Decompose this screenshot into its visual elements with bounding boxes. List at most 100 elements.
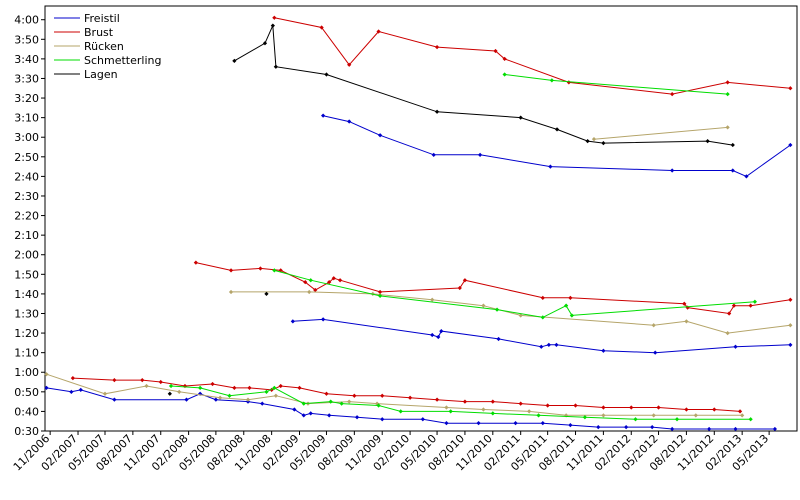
- axes: 0:30 0:40 0:50 1:00 1:10 1:20 1:30 1:40 1:50 2:00…: [11, 5, 798, 473]
- y-tick-label: 0:30: [14, 425, 39, 438]
- data-point: [502, 72, 507, 77]
- legend-label: Schmetterling: [84, 54, 161, 67]
- data-point: [272, 268, 277, 273]
- data-point: [444, 405, 449, 410]
- series-line: [234, 25, 733, 146]
- legend-label: Freistil: [84, 12, 120, 25]
- data-point: [788, 142, 793, 148]
- data-point: [462, 278, 468, 283]
- data-point: [582, 415, 588, 420]
- y-tick-label: 1:10: [14, 347, 39, 360]
- data-point: [496, 336, 501, 342]
- data-point: [490, 411, 495, 416]
- data-point: [324, 391, 329, 396]
- data-point: [264, 389, 269, 394]
- data-point: [434, 109, 440, 114]
- data-point: [554, 342, 559, 347]
- data-point: [102, 391, 108, 396]
- data-point: [684, 319, 689, 324]
- data-point: [788, 297, 793, 302]
- data-point: [733, 426, 738, 432]
- data-point: [601, 413, 606, 418]
- y-tick-label: 1:00: [14, 366, 39, 379]
- data-point: [377, 289, 383, 295]
- y-tick-label: 0:50: [14, 386, 39, 399]
- series-line: [593, 126, 728, 140]
- data-point: [168, 383, 174, 389]
- data-point: [407, 395, 413, 400]
- series-line: [504, 74, 728, 95]
- series-line: [46, 373, 743, 416]
- data-point: [273, 393, 278, 398]
- data-point: [301, 413, 306, 418]
- data-point: [748, 303, 753, 308]
- data-point: [398, 409, 403, 414]
- data-point: [748, 417, 753, 422]
- data-point: [650, 424, 655, 430]
- data-point: [140, 377, 145, 383]
- legend-label: Lagen: [84, 68, 118, 81]
- data-point: [232, 58, 237, 63]
- data-point: [494, 307, 500, 312]
- data-point: [376, 403, 381, 408]
- data-point: [545, 403, 550, 408]
- data-point: [682, 301, 687, 306]
- series-3: [44, 125, 793, 418]
- data-point: [733, 344, 738, 349]
- data-point: [232, 385, 237, 391]
- data-point: [434, 45, 440, 50]
- data-point: [218, 395, 223, 400]
- data-point: [651, 413, 656, 418]
- series-line: [46, 387, 775, 430]
- data-point: [737, 409, 743, 414]
- plot-frame: [44, 5, 798, 432]
- y-tick-label: 2:30: [14, 190, 39, 203]
- data-point: [684, 407, 689, 412]
- data-point: [228, 268, 234, 273]
- data-point: [167, 391, 172, 396]
- y-tick-label: 3:50: [14, 33, 39, 46]
- data-point: [744, 174, 749, 179]
- data-point: [448, 409, 453, 414]
- data-point: [444, 421, 449, 426]
- y-tick-label: 2:10: [14, 229, 39, 242]
- data-point: [303, 280, 308, 285]
- data-point: [380, 417, 385, 422]
- data-point: [591, 137, 597, 142]
- data-point: [752, 299, 758, 304]
- data-point: [693, 413, 698, 418]
- data-point: [321, 317, 326, 322]
- data-point: [324, 72, 329, 77]
- data-point: [788, 323, 793, 328]
- data-point: [725, 92, 730, 97]
- data-point: [712, 407, 717, 412]
- data-point: [158, 379, 163, 385]
- data-point: [431, 152, 436, 157]
- legend-label: Brust: [84, 26, 114, 39]
- data-point: [564, 303, 569, 308]
- data-point: [457, 285, 462, 291]
- data-point: [568, 295, 573, 300]
- y-tick-label: 3:10: [14, 112, 39, 125]
- series-4: [168, 72, 758, 422]
- data-point: [674, 417, 680, 422]
- data-point: [307, 289, 312, 295]
- data-point: [772, 426, 778, 432]
- data-point: [272, 15, 277, 20]
- data-point: [549, 78, 555, 83]
- data-point: [596, 424, 601, 430]
- data-point: [313, 287, 318, 293]
- data-point: [377, 293, 383, 298]
- legend-label: Rücken: [84, 40, 124, 53]
- data-point: [213, 397, 219, 402]
- data-point: [245, 397, 251, 402]
- data-point: [731, 303, 737, 308]
- series-line: [274, 269, 755, 318]
- data-point: [292, 407, 297, 412]
- data-point: [321, 113, 326, 118]
- data-point: [513, 421, 518, 426]
- data-point: [354, 415, 360, 420]
- data-point: [481, 407, 486, 412]
- data-point: [725, 125, 730, 130]
- data-point: [656, 405, 661, 410]
